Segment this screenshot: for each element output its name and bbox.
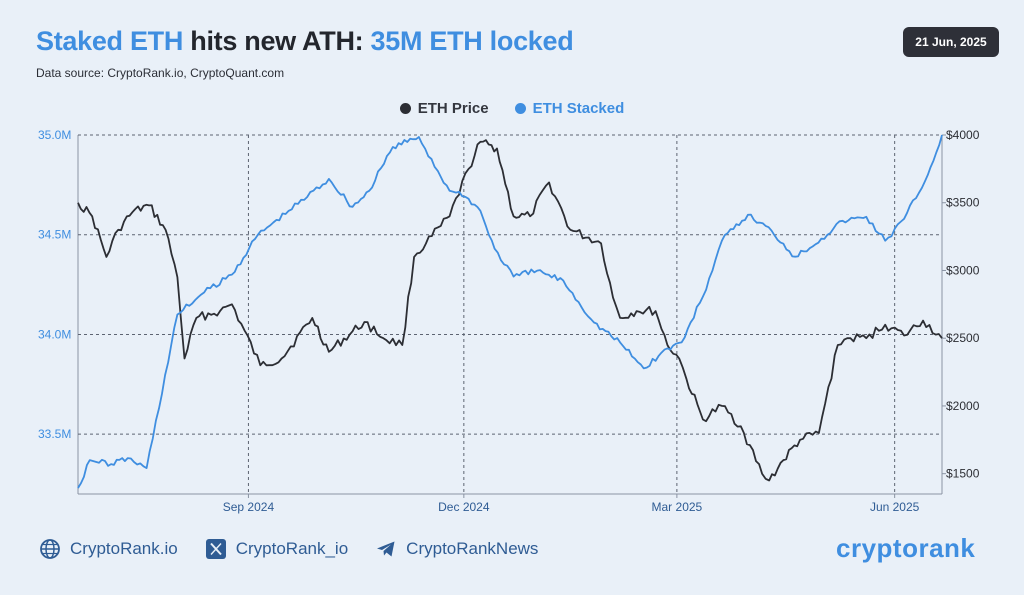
y-tick-label-left: 34.0M — [38, 327, 71, 341]
telegram-icon — [377, 541, 395, 557]
x-logo-icon — [205, 539, 226, 559]
x-tick-label: Mar 2025 — [652, 500, 703, 514]
footer-link-label: CryptoRankNews — [406, 539, 539, 558]
y-tick-label-right: $2000 — [946, 399, 980, 413]
legend: ETH Price ETH Stacked — [0, 100, 1024, 117]
series-line-eth-staked — [77, 134, 943, 489]
y-tick-label-left: 35.0M — [38, 128, 71, 142]
date-badge: 21 Jun, 2025 — [903, 27, 999, 57]
x-tick-label: Dec 2024 — [438, 500, 490, 514]
y-tick-label-right: $2500 — [946, 331, 980, 345]
chart-title: Staked ETH hits new ATH: 35M ETH locked — [36, 26, 574, 57]
y-tick-label-left: 33.5M — [38, 427, 71, 441]
footer-link-telegram[interactable]: CryptoRankNews — [376, 539, 538, 559]
y-tick-label-right: $3500 — [946, 196, 980, 210]
y-tick-label-right: $3000 — [946, 263, 980, 277]
legend-dot-price — [399, 103, 411, 114]
y-tick-label-right: $1500 — [946, 467, 980, 481]
legend-label-staked: ETH Stacked — [532, 100, 625, 117]
footer-link-label: CryptoRank.io — [70, 539, 178, 558]
data-source: Data source: CryptoRank.io, CryptoQuant.… — [36, 66, 285, 80]
title-highlight-2: 35M ETH locked — [370, 26, 574, 56]
legend-item-staked[interactable]: ETH Stacked — [514, 100, 625, 117]
footer-link-x[interactable]: CryptoRank_io — [205, 539, 349, 559]
title-highlight-1: Staked ETH — [36, 26, 184, 56]
footer-links: CryptoRank.io CryptoRank_io CryptoRankNe… — [40, 539, 538, 559]
legend-label-price: ETH Price — [417, 100, 489, 117]
legend-dot-staked — [514, 103, 526, 114]
legend-item-price[interactable]: ETH Price — [399, 100, 489, 117]
y-tick-label-left: 34.5M — [38, 228, 71, 242]
x-tick-label: Sep 2024 — [223, 500, 275, 514]
footer-link-website[interactable]: CryptoRank.io — [40, 539, 178, 559]
series-line-eth-price — [77, 139, 943, 482]
footer-link-label: CryptoRank_io — [235, 539, 349, 558]
title-middle: hits new ATH: — [183, 26, 371, 56]
y-tick-label-right: $4000 — [946, 128, 980, 142]
brand-logo: cryptorank — [836, 533, 976, 563]
globe-icon — [40, 539, 60, 559]
x-tick-label: Jun 2025 — [870, 500, 920, 514]
